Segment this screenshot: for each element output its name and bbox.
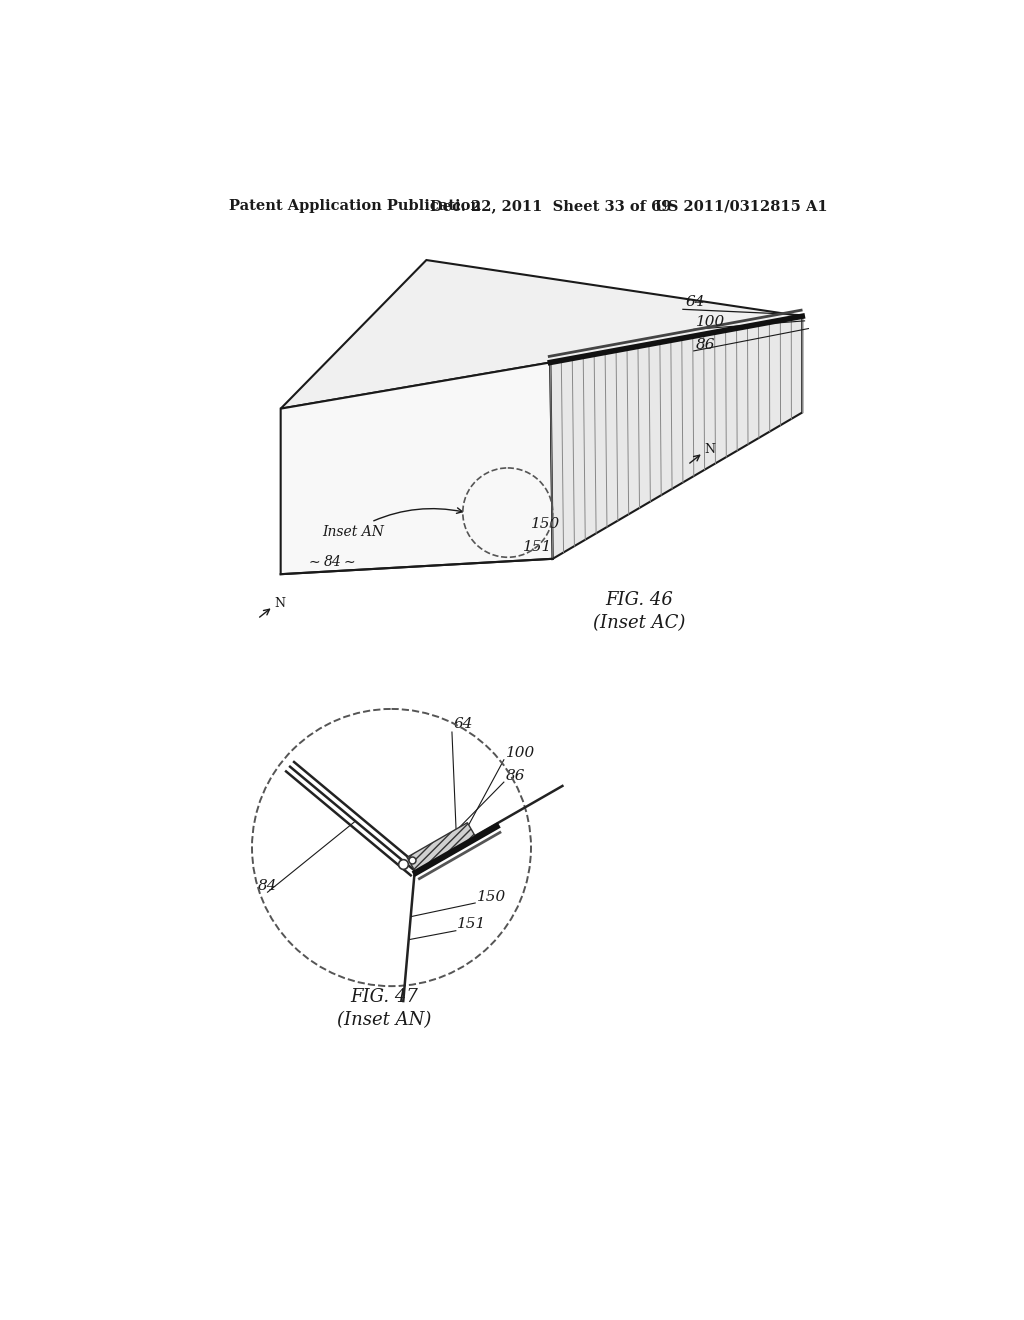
Text: 86: 86: [696, 338, 716, 352]
Text: (Inset AN): (Inset AN): [337, 1011, 431, 1028]
Text: 151: 151: [523, 540, 553, 554]
Text: Dec. 22, 2011  Sheet 33 of 69: Dec. 22, 2011 Sheet 33 of 69: [430, 199, 672, 213]
Text: 86: 86: [506, 768, 525, 783]
Text: 84: 84: [258, 879, 278, 892]
Polygon shape: [550, 317, 802, 558]
Text: FIG. 46: FIG. 46: [605, 591, 674, 609]
Text: Inset AN: Inset AN: [322, 508, 463, 539]
Text: 100: 100: [506, 746, 536, 760]
Text: 100: 100: [696, 315, 725, 329]
Text: US 2011/0312815 A1: US 2011/0312815 A1: [655, 199, 827, 213]
Text: 150: 150: [477, 891, 506, 904]
Text: 64: 64: [454, 717, 473, 731]
Text: 151: 151: [458, 917, 486, 932]
Text: FIG. 47: FIG. 47: [350, 987, 418, 1006]
Text: N: N: [274, 597, 286, 610]
Polygon shape: [281, 260, 802, 409]
Text: Patent Application Publication: Patent Application Publication: [228, 199, 480, 213]
Text: $\sim$84$\sim$: $\sim$84$\sim$: [306, 554, 355, 569]
Text: (Inset AC): (Inset AC): [593, 614, 686, 632]
Text: 150: 150: [531, 517, 560, 531]
Polygon shape: [407, 822, 476, 873]
Polygon shape: [281, 363, 553, 574]
Text: N: N: [705, 442, 716, 455]
Text: 64: 64: [686, 296, 706, 309]
